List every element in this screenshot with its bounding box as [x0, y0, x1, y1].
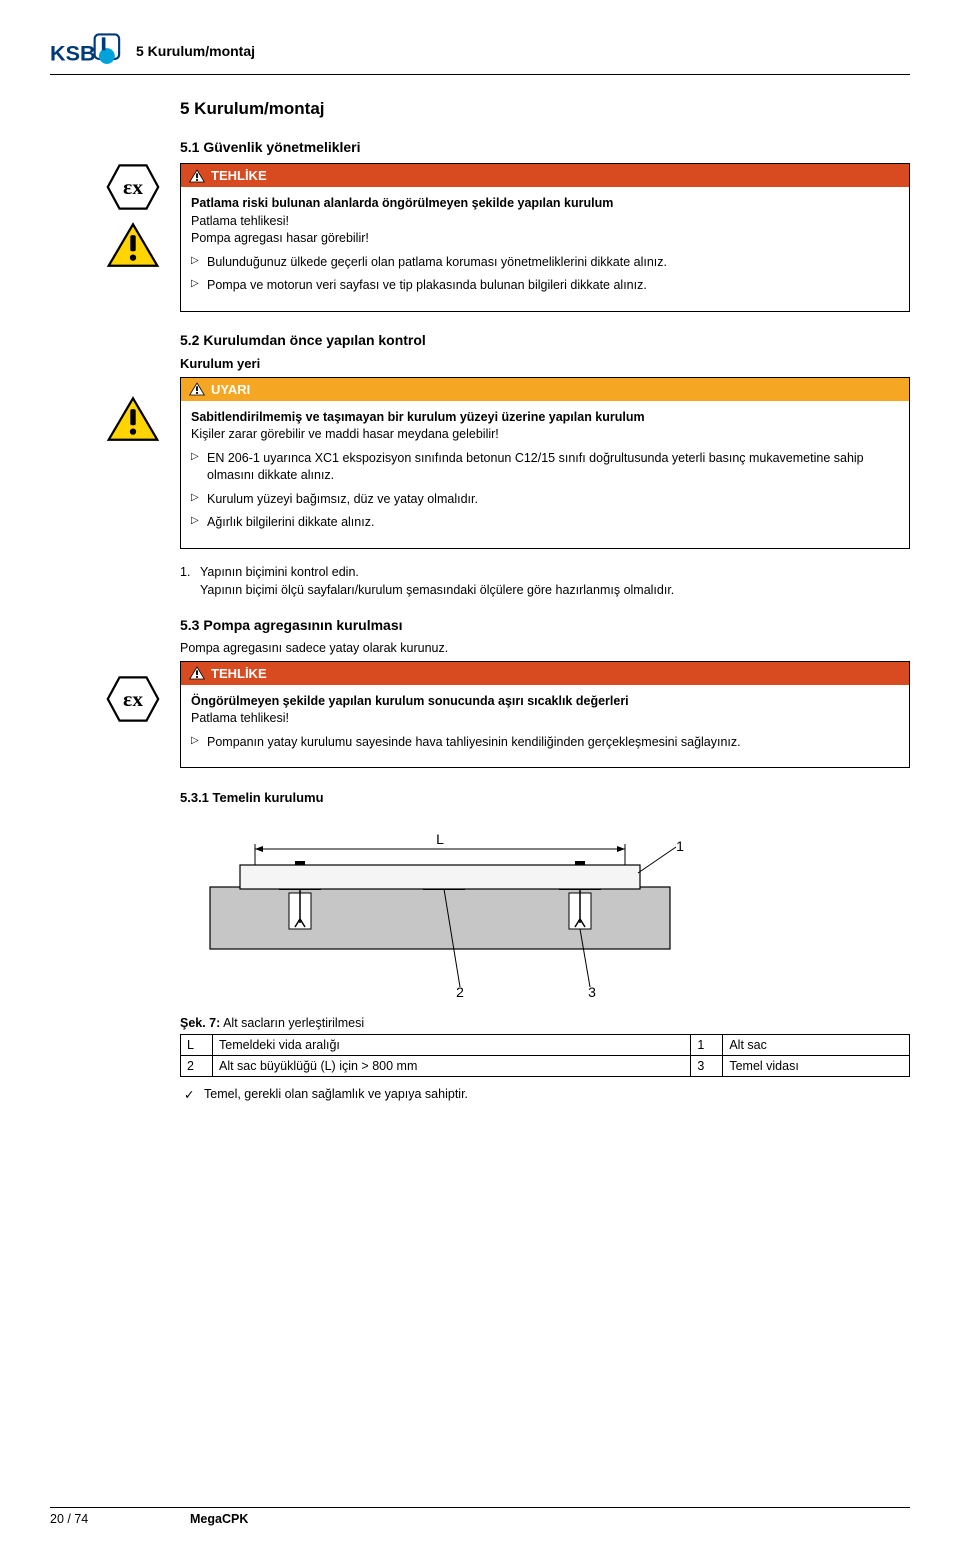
- legend-table: L Temeldeki vida aralığı 1 Alt sac 2 Alt…: [180, 1034, 910, 1077]
- danger-callout-5-3: TEHLİKE Öngörülmeyen şekilde yapılan kur…: [180, 661, 910, 769]
- warning-bullet: Ağırlık bilgilerini dikkate alınız.: [191, 514, 899, 532]
- danger-line: Patlama tehlikesi!: [191, 213, 899, 231]
- check-item: Temel, gerekli olan sağlamlık ve yapıya …: [180, 1087, 910, 1101]
- sec-5-3-title: 5.3 Pompa agregasının kurulması: [180, 617, 910, 633]
- warning-heading: Sabitlendirilmemiş ve taşımayan bir kuru…: [191, 409, 899, 427]
- danger-bullet: Bulunduğunuz ülkede geçerli olan patlama…: [191, 254, 899, 272]
- header-section: 5 Kurulum/montaj: [136, 43, 255, 59]
- warning-small-icon: [189, 666, 205, 680]
- figure-caption: Şek. 7: Alt sacların yerleştirilmesi: [180, 1016, 910, 1030]
- warning-triangle-icon: [106, 221, 160, 269]
- warning-bullet: Kurulum yüzeyi bağımsız, düz ve yatay ol…: [191, 491, 899, 509]
- ex-hex-icon: εx: [106, 163, 160, 211]
- danger-heading: Öngörülmeyen şekilde yapılan kurulum son…: [191, 693, 899, 711]
- svg-text:3: 3: [588, 984, 596, 1000]
- svg-text:KSB: KSB: [50, 40, 96, 65]
- ex-hex-icon: εx: [106, 675, 160, 723]
- svg-text:L: L: [436, 831, 444, 847]
- warning-small-icon: [189, 382, 205, 396]
- table-row: 2 Alt sac büyüklüğü (L) için > 800 mm 3 …: [181, 1056, 910, 1077]
- warning-label: UYARI: [211, 382, 250, 397]
- svg-text:1: 1: [676, 838, 684, 854]
- danger-callout-5-1: TEHLİKE Patlama riski bulunan alanlarda …: [180, 163, 910, 312]
- danger-bullet: Pompa ve motorun veri sayfası ve tip pla…: [191, 277, 899, 295]
- ksb-logo: KSB: [50, 30, 122, 72]
- warning-triangle-icon: [106, 395, 160, 443]
- danger-label: TEHLİKE: [211, 168, 267, 183]
- sec-5-2-sub: Kurulum yeri: [180, 356, 910, 371]
- warning-small-icon: [189, 169, 205, 183]
- svg-text:εx: εx: [123, 687, 143, 711]
- warning-callout-5-2: UYARI Sabitlendirilmemiş ve taşımayan bi…: [180, 377, 910, 549]
- svg-text:2: 2: [456, 984, 464, 1000]
- sec-5-3-intro: Pompa agregasını sadece yatay olarak kur…: [180, 641, 910, 655]
- foundation-figure: L 1 2 3: [180, 817, 700, 1007]
- page-title: 5 Kurulum/montaj: [180, 99, 910, 119]
- sec-5-3-1-title: 5.3.1 Temelin kurulumu: [180, 790, 910, 805]
- sec-5-2-title: 5.2 Kurulumdan önce yapılan kontrol: [180, 332, 910, 348]
- table-row: L Temeldeki vida aralığı 1 Alt sac: [181, 1035, 910, 1056]
- svg-text:εx: εx: [123, 175, 143, 199]
- warning-bullet: EN 206-1 uyarınca XC1 ekspozisyon sınıfı…: [191, 450, 899, 485]
- danger-heading: Patlama riski bulunan alanlarda öngörülm…: [191, 195, 899, 213]
- product-name: MegaCPK: [190, 1512, 248, 1526]
- step-1: 1. Yapının biçimini kontrol edin.: [180, 565, 910, 579]
- danger-label: TEHLİKE: [211, 666, 267, 681]
- step-1-note: Yapının biçimi ölçü sayfaları/kurulum şe…: [200, 583, 910, 597]
- danger-line: Patlama tehlikesi!: [191, 710, 899, 728]
- warning-line: Kişiler zarar görebilir ve maddi hasar m…: [191, 426, 899, 444]
- page-number: 20 / 74: [50, 1512, 110, 1526]
- sec-5-1-title: 5.1 Güvenlik yönetmelikleri: [180, 139, 910, 155]
- danger-line: Pompa agregası hasar görebilir!: [191, 230, 899, 248]
- danger-bullet: Pompanın yatay kurulumu sayesinde hava t…: [191, 734, 899, 752]
